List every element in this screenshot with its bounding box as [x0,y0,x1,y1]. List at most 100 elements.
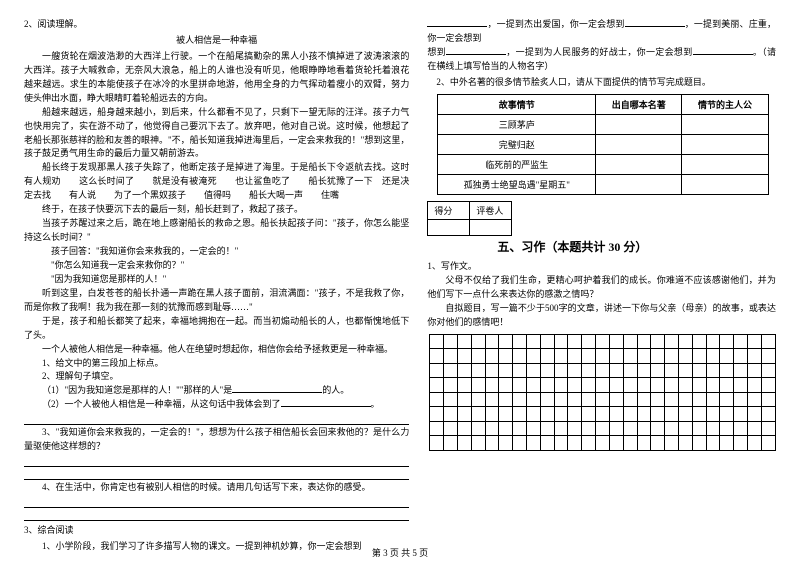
grid-cell [706,349,720,364]
grid-cell [582,334,596,349]
cell [596,134,682,154]
grid-cell [692,349,706,364]
grid-cell [430,334,444,349]
para-2: 船越来越远，船身越来越小，到后来，什么都看不见了，只剩下一望无际的汪洋。孩子力气… [24,106,409,162]
q2r: 2、中外名著的很多情节脍炙人口，请从下面提供的情节写完成题目。 [427,76,776,90]
grid-cell [554,407,568,422]
grid-cell [720,421,734,436]
grid-cell [444,392,458,407]
grid-cell [692,407,706,422]
grid-cell [596,421,610,436]
grid-cell [499,334,513,349]
grid-cell [485,392,499,407]
grid-cell [485,421,499,436]
para-8: "因为我知道您是那样的人！" [24,273,409,287]
grid-cell [692,363,706,378]
grid-cell [734,436,748,451]
grid-cell [444,334,458,349]
sub-q2b-pre: （2）一个人被他人相信是一种幸福，从这句话中我体会到了 [42,399,281,409]
grid-cell [499,363,513,378]
answer-line [24,468,409,480]
grid-cell [527,363,541,378]
grid-cell [582,349,596,364]
grid-cell [678,349,692,364]
grid-cell [471,392,485,407]
grid-cell [692,392,706,407]
score-table: 得分 评卷人 [427,201,512,236]
grid-cell [651,349,665,364]
grid-cell [734,363,748,378]
grid-cell [513,392,527,407]
grid-cell [665,378,679,393]
grid-cell [651,392,665,407]
grid-cell [623,363,637,378]
grid-cell [720,407,734,422]
sub-q2a-pre: （1）"因为我知道您是那样的人！""那样的人"是 [42,385,232,395]
grid-cell [678,436,692,451]
score-cell [428,219,470,235]
grid-cell [706,392,720,407]
grid-cell [554,334,568,349]
grid-cell [678,363,692,378]
grid-cell [692,421,706,436]
grid-cell [596,334,610,349]
grid-cell [761,378,775,393]
grid-cell [568,407,582,422]
grid-cell [554,421,568,436]
grid-cell [457,378,471,393]
grid-cell [609,392,623,407]
score-label-a: 得分 [428,201,470,219]
sub-q2a-post: 的人。 [322,385,349,395]
plot-th1: 故事情节 [438,94,596,114]
grid-cell [513,363,527,378]
plot-th2: 出自哪本名著 [596,94,682,114]
sub-q3: 3、"我知道你会来救我的，一定会的！"，想想为什么孩子相信船长会回来救他的？是什… [24,426,409,454]
grid-cell [623,378,637,393]
grid-cell [471,436,485,451]
grid-cell [609,436,623,451]
grid-cell [540,363,554,378]
grid-cell [513,378,527,393]
grid-cell [734,349,748,364]
sub-q2b-post: 。 [371,399,380,409]
grid-cell [761,334,775,349]
grid-cell [457,407,471,422]
section-five-title: 五、习作（本题共计 30 分） [497,238,776,257]
grid-cell [444,421,458,436]
grid-cell [623,349,637,364]
grid-cell [499,392,513,407]
write-p1: 父母不仅给了我们生命，更精心呵护着我们的成长。你难道不应该感谢他们，并为他们写下… [427,274,776,302]
cell [596,154,682,174]
para-7: "你怎么知道我一定会来救你的？" [24,259,409,273]
grid-cell [430,363,444,378]
grid-cell [499,378,513,393]
grid-cell [513,334,527,349]
grid-cell [582,407,596,422]
grid-cell [471,334,485,349]
grid-cell [513,421,527,436]
para-9: 听到这里，白发苍苍的船长扑通一声跪在黑人孩子面前，泪流满面："孩子，不是我救了你… [24,287,409,315]
grid-cell [665,363,679,378]
grid-cell [527,392,541,407]
right-column: ，一提到杰出爱国，你一定会想到，一提到美丽、庄重，你一定会想到 想到，一提到为人… [427,18,776,554]
grid-cell [720,436,734,451]
score-label-b: 评卷人 [470,201,512,219]
blank [281,398,371,407]
grid-cell [471,349,485,364]
grid-cell [761,407,775,422]
grid-cell [748,407,762,422]
grid-cell [444,349,458,364]
grid-cell [761,349,775,364]
grid-cell [568,363,582,378]
para-3: 船长终于发现那黑人孩子失踪了，他断定孩子是掉进了海里。于是船长下令返航去找。这时… [24,161,409,203]
grid-cell [748,392,762,407]
grid-cell [761,363,775,378]
grid-cell [748,436,762,451]
answer-line [24,496,409,508]
grid-cell [734,407,748,422]
grid-cell [734,378,748,393]
grid-cell [609,349,623,364]
top-c: ，一提到为人民服务的好战士，你一定会想到 [506,47,693,57]
q2-heading: 2、阅读理解。 [24,18,409,32]
grid-cell [540,334,554,349]
